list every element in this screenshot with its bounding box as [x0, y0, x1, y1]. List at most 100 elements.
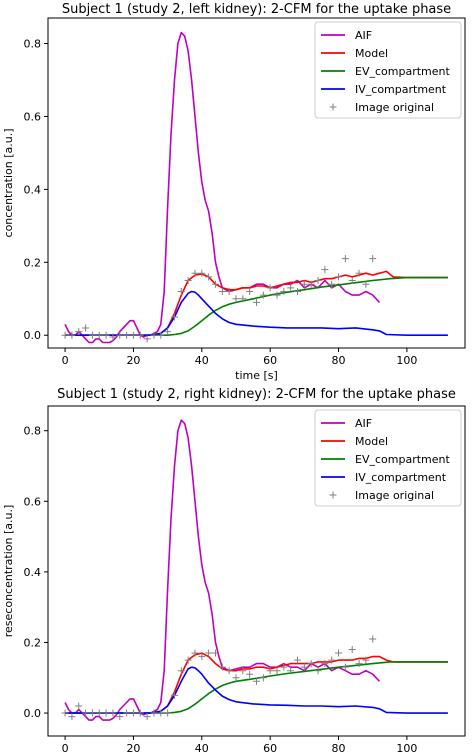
scatter-point-image-original	[170, 313, 178, 321]
x-tick-label: 20	[126, 742, 140, 755]
scatter-point-image-original	[253, 298, 260, 306]
scatter-point-image-original	[68, 331, 76, 339]
scatter-point-image-original	[75, 328, 83, 336]
scatter-point-image-original	[341, 255, 349, 263]
scatter-point-image-original	[280, 663, 288, 671]
scatter-point-image-original	[225, 287, 233, 295]
scatter-point-image-original	[123, 331, 131, 339]
scatter-point-image-original	[150, 331, 158, 339]
chart-title: Subject 1 (study 2, left kidney): 2-CFM …	[62, 2, 451, 17]
scatter-point-image-original	[95, 709, 103, 717]
scatter-point-image-original	[307, 280, 315, 288]
legend-label-aif: AIF	[355, 29, 372, 42]
scatter-point-image-original	[266, 284, 274, 292]
scatter-point-image-original	[143, 713, 151, 721]
legend: AIF Model EV_compartment IV_compartment Imag…	[314, 409, 462, 507]
scatter-point-image-original	[211, 649, 219, 657]
x-tick-label: 100	[396, 742, 417, 755]
legend: AIF Model EV_compartment IV_compartment Imag…	[314, 21, 462, 119]
scatter-point-image-original	[116, 713, 124, 721]
scatter-point-image-original	[136, 709, 144, 717]
scatter-point-image-original	[369, 635, 377, 643]
scatter-point-image-original	[225, 667, 233, 675]
scatter-point-image-original	[273, 667, 281, 675]
scatter-point-image-original	[300, 280, 308, 288]
scatter-point-image-original	[102, 331, 110, 339]
scatter-point-image-original	[362, 280, 370, 288]
plot-frame	[47, 405, 466, 737]
x-axis-label: time [s]	[235, 369, 278, 382]
scatter-point-image-original	[362, 656, 370, 664]
x-tick-label: 60	[263, 354, 277, 367]
y-axis-label: concentration [a.u.]	[2, 129, 15, 238]
series-group	[61, 419, 448, 721]
scatter-point-image-original	[191, 269, 199, 277]
scatter-point-image-original	[109, 709, 117, 717]
scatter-point-image-original	[61, 709, 69, 717]
legend-box	[314, 21, 462, 119]
scatter-point-image-original	[205, 649, 213, 657]
scatter-point-image-original	[246, 670, 254, 678]
scatter-point-image-original	[348, 277, 356, 285]
scatter-point-image-original	[61, 331, 69, 339]
series-line-aif	[64, 419, 381, 721]
scatter-point-image-original	[184, 277, 192, 285]
scatter-point-image-original	[177, 287, 185, 295]
scatter-point-image-original	[102, 709, 110, 717]
x-tick-label: 80	[332, 742, 346, 755]
y-axis-label: reseconcentration [a.u.]	[2, 505, 15, 638]
legend-box	[314, 409, 462, 507]
scatter-point-image-original	[335, 649, 343, 657]
scatter-point-image-original	[205, 273, 213, 281]
scatter-point-image-original	[164, 709, 172, 717]
y-tick-label: 0.4	[24, 183, 42, 196]
scatter-point-image-original	[307, 660, 315, 668]
scatter-point-image-original	[300, 663, 308, 671]
x-tick-label: 60	[263, 742, 277, 755]
x-tick-label: 20	[126, 354, 140, 367]
legend-label-iv-compartment: IV_compartment	[355, 471, 447, 484]
scatter-point-image-original	[335, 273, 343, 281]
x-tick-label: 40	[195, 742, 209, 755]
legend-marker-image-original	[329, 491, 337, 499]
scatter-point-image-original	[348, 646, 356, 654]
scatter-point-image-original	[328, 280, 336, 288]
scatter-point-image-original	[287, 284, 295, 292]
scatter-point-image-original	[273, 291, 281, 299]
scatter-point-image-original	[314, 667, 322, 675]
scatter-point-image-original	[287, 667, 295, 675]
scatter-point-image-original	[157, 331, 165, 339]
y-tick-label: 0.6	[24, 495, 42, 508]
series-line-aif	[64, 31, 381, 344]
x-tick-label: 100	[396, 354, 417, 367]
scatter-point-image-original	[321, 266, 329, 274]
scatter-point-image-original	[82, 324, 90, 332]
scatter-point-image-original	[143, 335, 151, 343]
scatter-point-image-original	[157, 709, 165, 717]
scatter-point-image-original	[218, 663, 226, 671]
scatter-point-image-original	[184, 656, 192, 664]
scatter-point-image-original	[129, 709, 137, 717]
scatter-point-image-original	[109, 333, 117, 341]
x-tick-label: 80	[332, 354, 346, 367]
scatter-point-image-original	[314, 277, 322, 285]
x-tick-label: 0	[62, 354, 69, 367]
scatter-point-image-original	[328, 656, 336, 664]
scatter-point-image-original	[321, 660, 329, 668]
scatter-point-image-original	[239, 667, 247, 675]
scatter-point-image-original	[369, 255, 377, 263]
legend-label-model: Model	[355, 435, 388, 448]
chart-panel-2: Subject 1 (study 2, right kidney): 2-CFM…	[2, 387, 466, 755]
scatter-point-image-original	[88, 709, 96, 717]
y-tick-label: 0.6	[24, 110, 42, 123]
scatter-point-image-original	[95, 331, 103, 339]
scatter-point-image-original	[211, 280, 219, 288]
scatter-point-image-original	[355, 660, 363, 668]
x-tick-label: 40	[195, 354, 209, 367]
y-tick-label: 0.0	[24, 329, 42, 342]
scatter-point-image-original	[75, 702, 83, 710]
scatter-point-image-original	[355, 269, 363, 277]
scatter-point-image-original	[164, 328, 172, 336]
scatter-point-image-original	[136, 331, 144, 339]
